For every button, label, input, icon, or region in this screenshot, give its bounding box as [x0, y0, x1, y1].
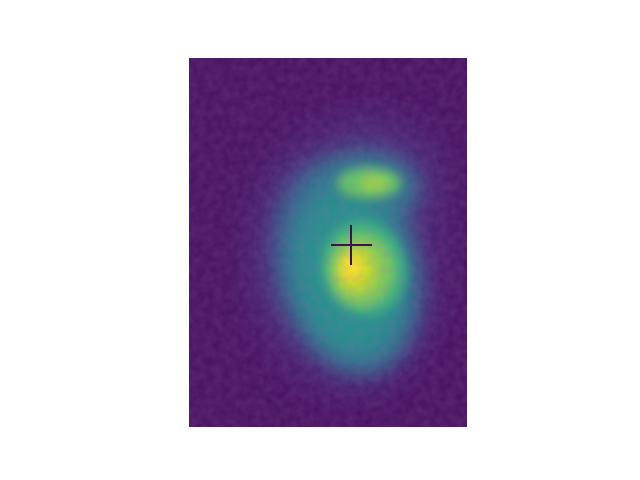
speckle-texture	[189, 58, 467, 427]
heatmap-image	[189, 58, 467, 427]
intensity-heatmap	[189, 58, 467, 427]
crosshair-icon	[331, 225, 372, 265]
